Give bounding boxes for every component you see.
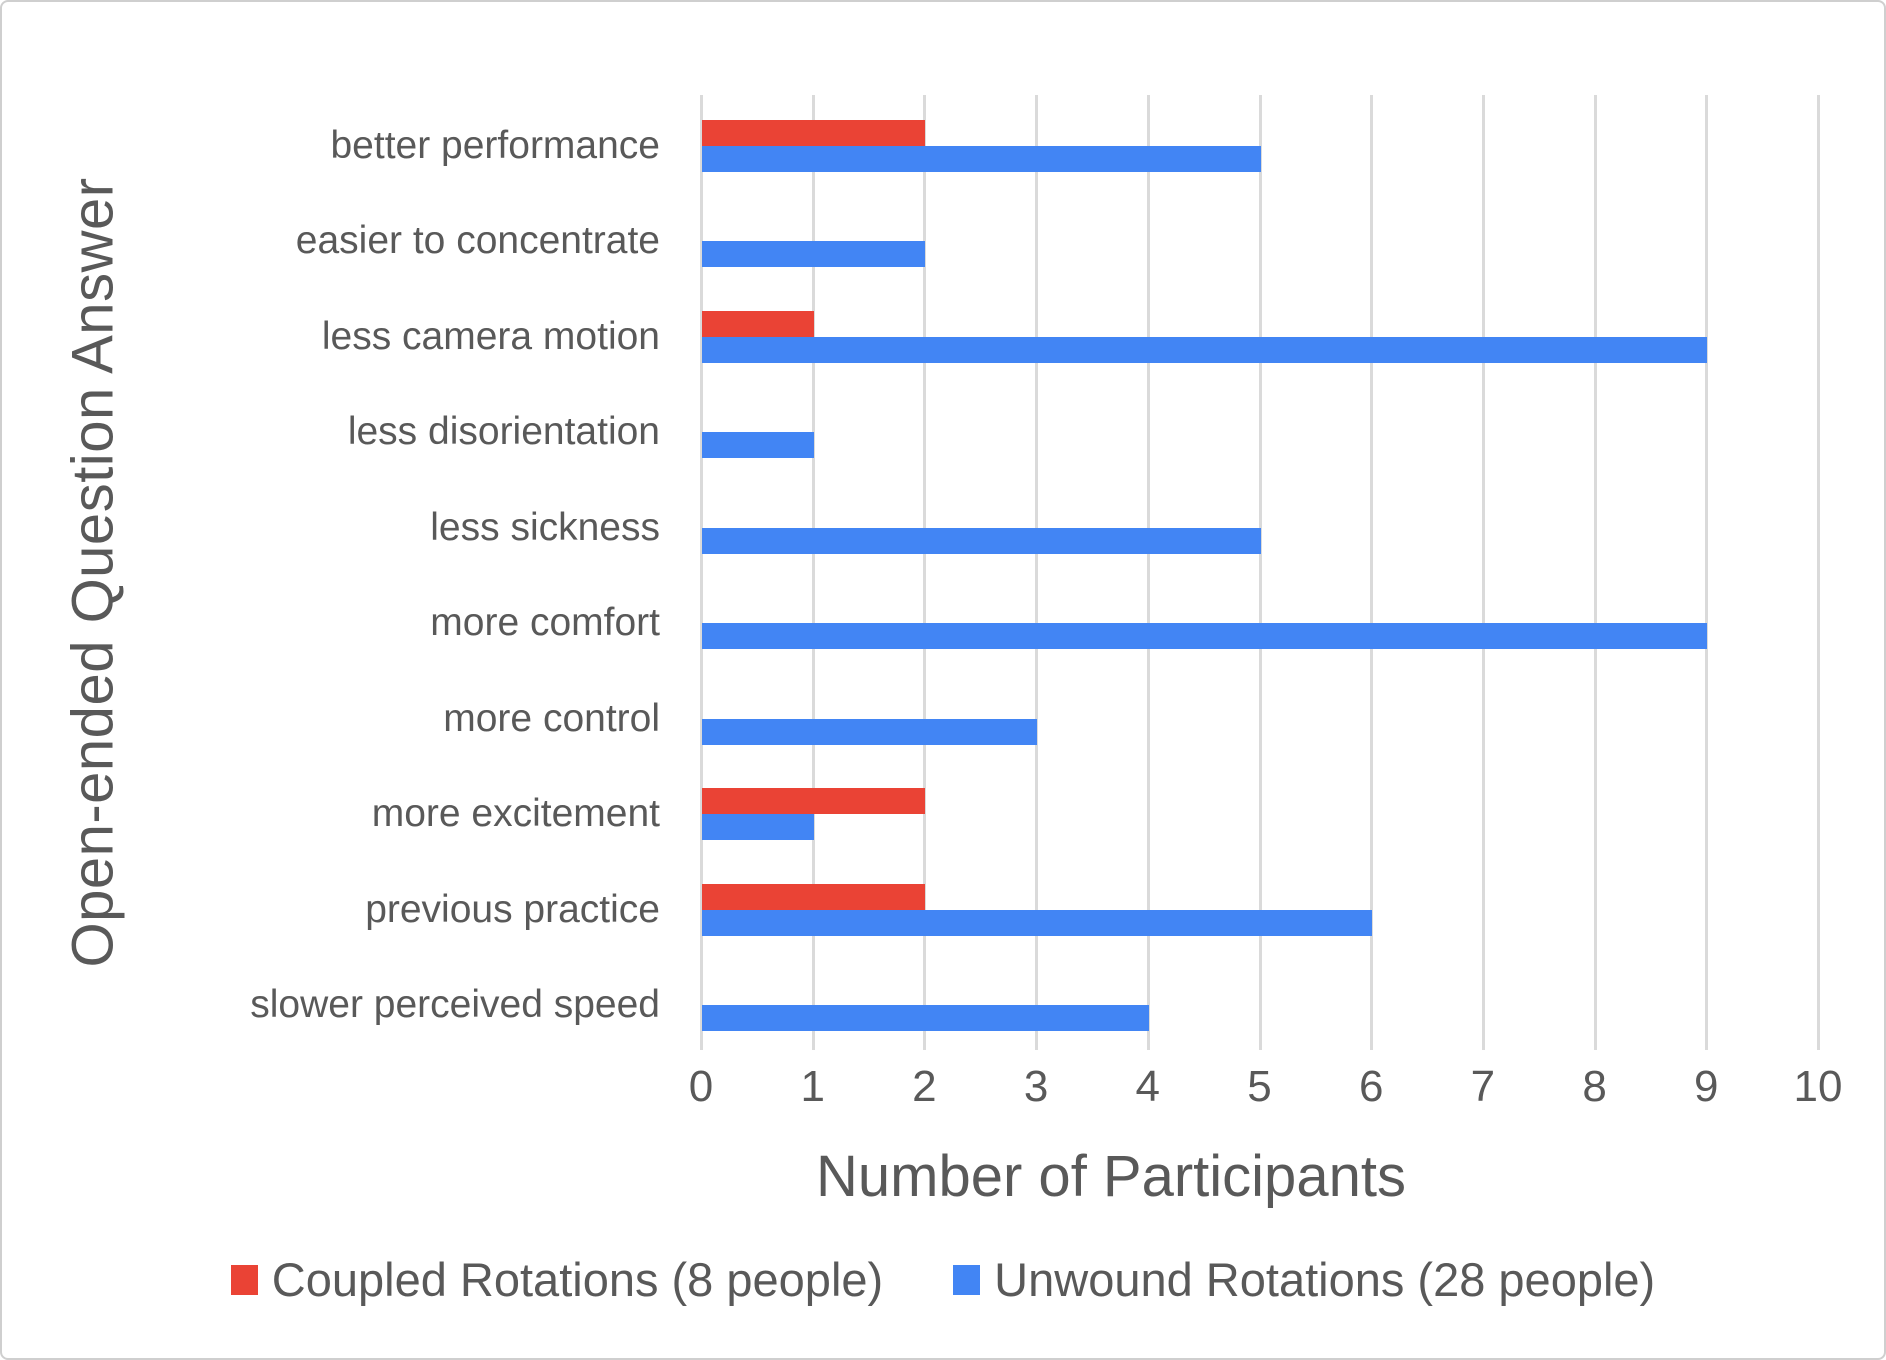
legend-swatch-icon: [953, 1264, 981, 1295]
plot-area: [700, 95, 1820, 1050]
bar-unwound-more-excitement: [702, 814, 814, 841]
bar-unwound-previous-practice: [702, 909, 1373, 936]
category-label-previous-practice: previous practice: [365, 887, 660, 931]
x-tick-label-5: 5: [1247, 1062, 1272, 1111]
category-label-more-excitement: more excitement: [371, 792, 660, 836]
x-tick-label-8: 8: [1582, 1062, 1607, 1111]
x-tick-label-0: 0: [688, 1062, 714, 1111]
legend-item-unwound: Unwound Rotations (28 people): [953, 1252, 1655, 1307]
category-label-slower-perceived-speed: slower perceived speed: [250, 983, 660, 1027]
gridline-7: [1481, 95, 1485, 1050]
bar-coupled-less-camera-motion: [702, 310, 814, 337]
bar-unwound-less-sickness: [702, 527, 1261, 554]
x-tick-label-10: 10: [1793, 1062, 1843, 1111]
x-tick-label-1: 1: [800, 1062, 825, 1111]
x-tick-label-9: 9: [1694, 1062, 1719, 1111]
gridline-2: [923, 95, 927, 1050]
category-label-more-control: more control: [443, 696, 660, 740]
bar-unwound-less-camera-motion: [702, 336, 1708, 363]
category-label-less-disorientation: less disorientation: [347, 410, 660, 454]
gridline-8: [1593, 95, 1597, 1050]
x-tick-label-4: 4: [1135, 1062, 1161, 1111]
gridline-0: [700, 95, 703, 1050]
bar-unwound-better-performance: [702, 145, 1261, 172]
category-label-more-comfort: more comfort: [430, 601, 660, 645]
x-axis-title: Number of Participants: [816, 1144, 1406, 1209]
gridline-6: [1370, 95, 1374, 1050]
bar-unwound-slower-perceived-speed: [702, 1005, 1149, 1032]
category-label-better-performance: better performance: [330, 123, 660, 167]
bar-coupled-more-excitement: [702, 788, 926, 815]
bar-coupled-better-performance: [702, 119, 926, 146]
legend-item-coupled: Coupled Rotations (8 people): [230, 1252, 884, 1307]
category-label-less-sickness: less sickness: [430, 505, 660, 549]
x-tick-label-3: 3: [1023, 1062, 1049, 1111]
legend-label: Unwound Rotations (28 people): [994, 1253, 1656, 1306]
x-tick-label-7: 7: [1470, 1062, 1496, 1111]
bar-unwound-less-disorientation: [702, 432, 814, 459]
bar-unwound-more-control: [702, 718, 1038, 745]
x-tick-label-6: 6: [1358, 1062, 1384, 1111]
gridline-4: [1146, 95, 1150, 1050]
bar-unwound-easier-to-concentrate: [702, 241, 926, 268]
x-tick-label-2: 2: [912, 1062, 937, 1111]
legend-swatch-icon: [230, 1264, 258, 1295]
gridline-9: [1705, 95, 1709, 1050]
bar-coupled-previous-practice: [702, 883, 926, 910]
legend-label: Coupled Rotations (8 people): [271, 1253, 884, 1306]
gridline-1: [811, 95, 815, 1050]
category-label-easier-to-concentrate: easier to concentrate: [295, 219, 660, 263]
gridline-10: [1817, 95, 1820, 1050]
legend: Coupled Rotations (8 people) Unwound Rota…: [0, 1252, 1886, 1307]
y-axis-title: Open-ended Question Answer: [60, 177, 126, 968]
gridline-5: [1258, 95, 1262, 1050]
gridline-3: [1035, 95, 1039, 1050]
category-label-less-camera-motion: less camera motion: [321, 314, 660, 358]
bar-unwound-more-comfort: [702, 623, 1708, 650]
